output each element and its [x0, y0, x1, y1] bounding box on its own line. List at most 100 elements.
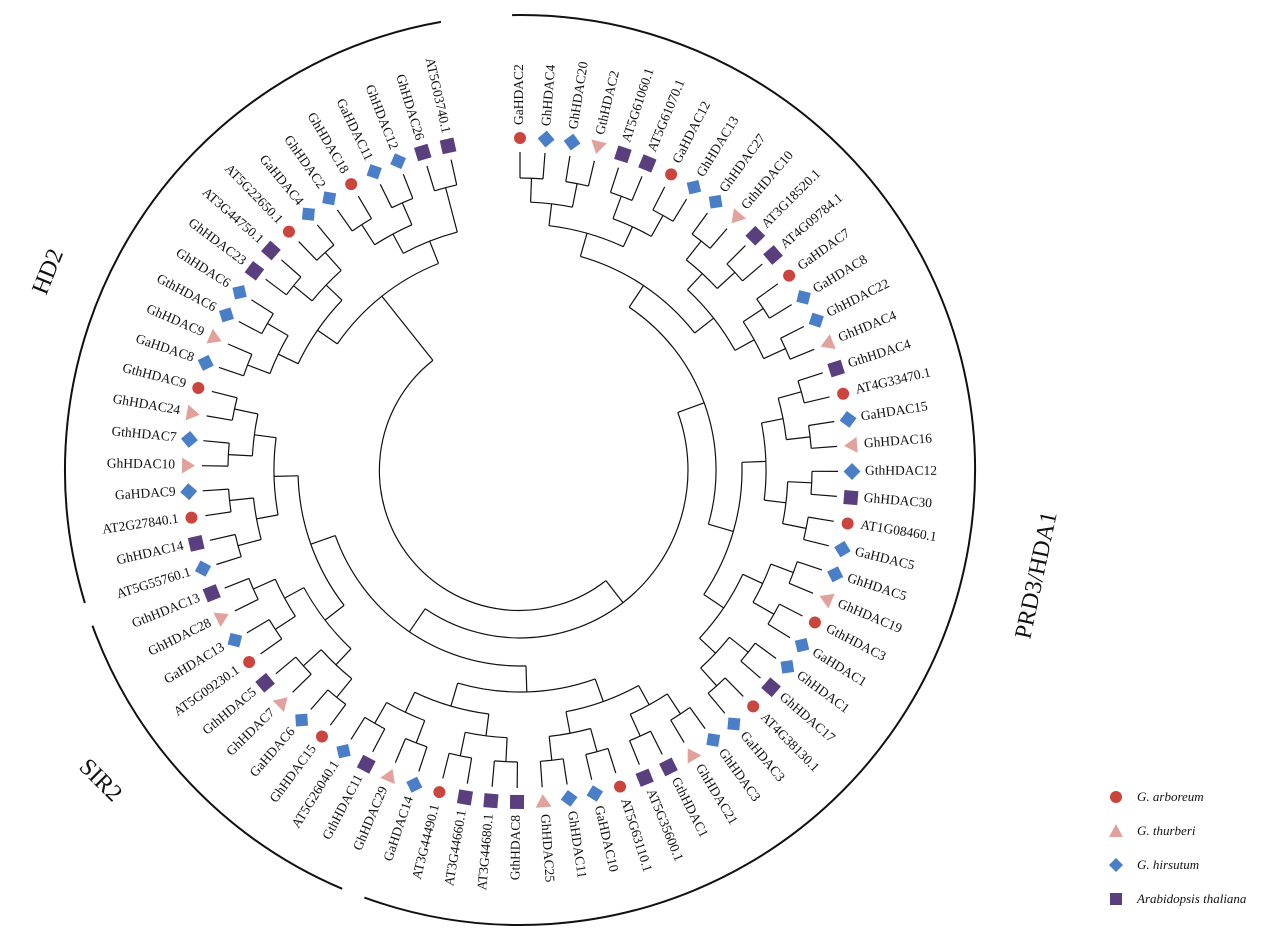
- square-icon: [843, 490, 859, 506]
- branch-arc: [628, 306, 717, 525]
- branch: [770, 563, 794, 574]
- branch: [797, 372, 823, 382]
- square-icon: [439, 137, 457, 155]
- legend-item-arboreum: G. arboreum: [1105, 780, 1246, 814]
- diamond-icon: [227, 632, 243, 648]
- legend-item-hirsutum: G. hirsutum: [1105, 848, 1246, 882]
- branch: [445, 187, 458, 233]
- branch: [415, 720, 426, 744]
- branch: [803, 539, 829, 547]
- triangle-icon: [213, 612, 229, 627]
- square-icon: [261, 240, 281, 261]
- branch: [689, 707, 706, 729]
- circle-icon: [345, 178, 358, 191]
- diamond-icon: [843, 463, 861, 480]
- branch: [703, 594, 725, 609]
- branch: [808, 420, 835, 427]
- diamond-icon: [796, 290, 811, 305]
- branch: [694, 317, 714, 334]
- branch-arc: [685, 259, 718, 289]
- branch: [672, 198, 688, 222]
- branch: [336, 209, 353, 232]
- branch: [764, 499, 787, 504]
- diamond-icon: [1109, 858, 1123, 872]
- leaf-label: AT5G03740.1: [423, 56, 454, 134]
- diamond-icon: [708, 194, 723, 209]
- branch: [788, 582, 814, 594]
- branch-arc: [457, 678, 596, 693]
- branch: [631, 176, 643, 201]
- branch-arc: [228, 489, 232, 512]
- branch-arc: [808, 425, 812, 449]
- branch-arc: [364, 716, 386, 730]
- square-icon: [635, 768, 654, 787]
- circle-icon: [783, 269, 796, 282]
- leaf-label: AT5G63110.1: [618, 796, 655, 873]
- branch: [530, 178, 533, 203]
- diamond-icon: [322, 191, 337, 206]
- branch: [324, 604, 345, 621]
- branch: [227, 343, 253, 355]
- leaf-label: GaHDAC2: [511, 64, 526, 125]
- triangle-icon: [272, 697, 288, 713]
- branch-arc: [699, 574, 744, 639]
- branch: [246, 619, 270, 634]
- branch: [691, 212, 708, 235]
- branch: [708, 523, 734, 532]
- legend-label: Arabidopsis thaliana: [1137, 891, 1247, 906]
- square-icon: [244, 260, 265, 281]
- circle-icon: [665, 168, 678, 181]
- leaf-label: GthHDAC7: [111, 423, 178, 444]
- square-icon: [187, 535, 205, 552]
- leaf-label: AT3G44490.1: [409, 803, 442, 881]
- branch: [211, 390, 238, 399]
- square-icon: [1110, 893, 1122, 905]
- branch: [394, 738, 407, 763]
- branch: [450, 159, 458, 186]
- branch-arc: [378, 359, 607, 612]
- branch: [278, 353, 299, 365]
- diamond-icon: [537, 130, 555, 148]
- branch: [594, 678, 604, 702]
- circle-icon: [841, 517, 854, 530]
- branch-arc: [703, 462, 743, 595]
- branch: [677, 402, 705, 413]
- branch-arc: [700, 636, 730, 669]
- branch-arc: [810, 471, 813, 495]
- branch: [491, 760, 495, 787]
- diamond-icon: [794, 637, 810, 653]
- leaf-label: AT2G27840.1: [101, 511, 179, 537]
- clade-label-sir2: SIR2: [74, 754, 127, 807]
- clade-label-prd3-hda1: PRD3/HDA1: [1010, 509, 1062, 641]
- branch: [228, 454, 253, 457]
- branch-arc: [448, 752, 472, 759]
- square-icon: [614, 145, 632, 164]
- square-icon: [255, 672, 275, 693]
- branch: [284, 587, 305, 599]
- branch: [205, 511, 232, 517]
- branch: [778, 391, 802, 399]
- branch: [274, 475, 299, 477]
- branch-arc: [612, 218, 652, 237]
- diamond-icon: [366, 164, 382, 180]
- branch: [716, 271, 736, 289]
- branch: [638, 685, 650, 706]
- branch: [548, 203, 553, 226]
- triangle-icon: [206, 328, 222, 344]
- branch: [253, 578, 276, 590]
- branch: [237, 538, 262, 547]
- branch: [329, 704, 347, 726]
- diamond-icon: [406, 776, 423, 793]
- diamond-icon: [560, 789, 578, 807]
- branch: [350, 717, 366, 740]
- branch-arc: [273, 437, 279, 516]
- branch: [325, 284, 343, 301]
- branch: [685, 240, 702, 261]
- branch-arc: [269, 335, 289, 374]
- clade-arcs: [64, 14, 976, 926]
- branch: [670, 719, 685, 743]
- legend-label: G. arboreum: [1137, 789, 1204, 804]
- branch-arc: [234, 534, 242, 557]
- branch: [357, 195, 373, 219]
- circle-icon: [243, 656, 256, 669]
